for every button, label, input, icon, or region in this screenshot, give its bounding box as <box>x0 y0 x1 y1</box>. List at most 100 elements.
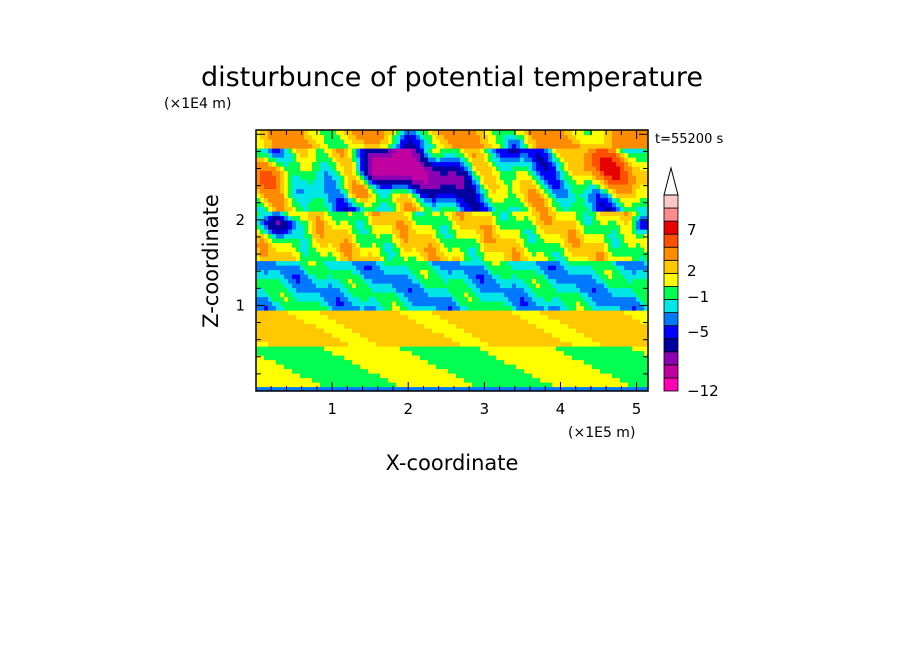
field-cell <box>364 283 369 289</box>
field-cell <box>632 310 637 316</box>
field-cell <box>312 278 317 284</box>
field-cell <box>352 355 357 361</box>
field-cell <box>464 215 469 221</box>
field-cell <box>520 323 525 329</box>
field-cell <box>628 260 633 266</box>
field-cell <box>384 319 389 325</box>
field-cell <box>448 323 453 329</box>
field-cell <box>276 283 281 289</box>
field-cell <box>512 211 517 217</box>
field-cell <box>512 202 517 208</box>
field-cell <box>424 377 429 383</box>
field-cell <box>360 377 365 383</box>
field-cell <box>348 193 353 199</box>
field-cell <box>444 265 449 271</box>
field-cell <box>432 310 437 316</box>
field-cell <box>348 319 353 325</box>
field-cell <box>464 265 469 271</box>
field-cell <box>476 314 481 320</box>
field-cell <box>548 265 553 271</box>
field-cell <box>612 305 617 311</box>
field-cell <box>552 350 557 356</box>
field-cell <box>540 287 545 293</box>
field-cell <box>408 310 413 316</box>
field-cell <box>368 161 373 167</box>
field-cell <box>400 278 405 284</box>
field-cell <box>488 368 493 374</box>
field-cell <box>440 269 445 275</box>
field-cell <box>620 224 625 230</box>
field-cell <box>360 314 365 320</box>
field-cell <box>324 179 329 185</box>
field-cell <box>424 193 429 199</box>
field-cell <box>464 314 469 320</box>
field-cell <box>636 355 641 361</box>
field-cell <box>420 161 425 167</box>
field-cell <box>524 310 529 316</box>
field-cell <box>600 260 605 266</box>
field-cell <box>500 382 505 388</box>
field-cell <box>376 301 381 307</box>
field-cell <box>372 224 377 230</box>
field-cell <box>500 251 505 257</box>
field-cell <box>420 332 425 338</box>
field-cell <box>340 323 345 329</box>
field-cell <box>340 224 345 230</box>
field-cell <box>576 188 581 194</box>
field-cell <box>280 256 285 262</box>
field-cell <box>292 305 297 311</box>
field-cell <box>464 278 469 284</box>
field-cell <box>456 224 461 230</box>
field-cell <box>276 265 281 271</box>
field-cell <box>580 161 585 167</box>
field-cell <box>404 224 409 230</box>
field-cell <box>536 197 541 203</box>
field-cell <box>396 269 401 275</box>
field-cell <box>436 355 441 361</box>
field-cell <box>288 188 293 194</box>
field-cell <box>640 364 645 370</box>
field-cell <box>380 233 385 239</box>
field-cell <box>372 188 377 194</box>
field-cell <box>560 341 565 347</box>
field-cell <box>464 202 469 208</box>
field-cell <box>300 238 305 244</box>
field-cell <box>460 382 465 388</box>
field-cell <box>336 355 341 361</box>
field-cell <box>288 346 293 352</box>
field-cell <box>256 206 261 212</box>
field-cell <box>440 229 445 235</box>
field-cell <box>628 373 633 379</box>
field-cell <box>512 188 517 194</box>
field-cell <box>556 278 561 284</box>
field-cell <box>296 233 301 239</box>
field-cell <box>568 233 573 239</box>
field-cell <box>460 238 465 244</box>
field-cell <box>520 359 525 365</box>
field-cell <box>628 175 633 181</box>
field-cell <box>300 206 305 212</box>
field-cell <box>544 305 549 311</box>
field-cell <box>316 161 321 167</box>
field-cell <box>468 256 473 262</box>
field-cell <box>268 242 273 248</box>
field-cell <box>288 337 293 343</box>
field-cell <box>588 350 593 356</box>
field-cell <box>264 211 269 217</box>
field-cell <box>368 251 373 257</box>
field-cell <box>376 202 381 208</box>
field-cell <box>452 341 457 347</box>
field-cell <box>288 319 293 325</box>
field-cell <box>380 211 385 217</box>
field-cell <box>328 256 333 262</box>
field-cell <box>564 301 569 307</box>
field-cell <box>324 188 329 194</box>
field-cell <box>504 215 509 221</box>
field-cell <box>528 188 533 194</box>
field-cell <box>376 386 381 391</box>
field-cell <box>496 355 501 361</box>
field-cell <box>476 301 481 307</box>
field-cell <box>384 161 389 167</box>
field-cell <box>644 332 648 338</box>
field-cell <box>312 175 317 181</box>
